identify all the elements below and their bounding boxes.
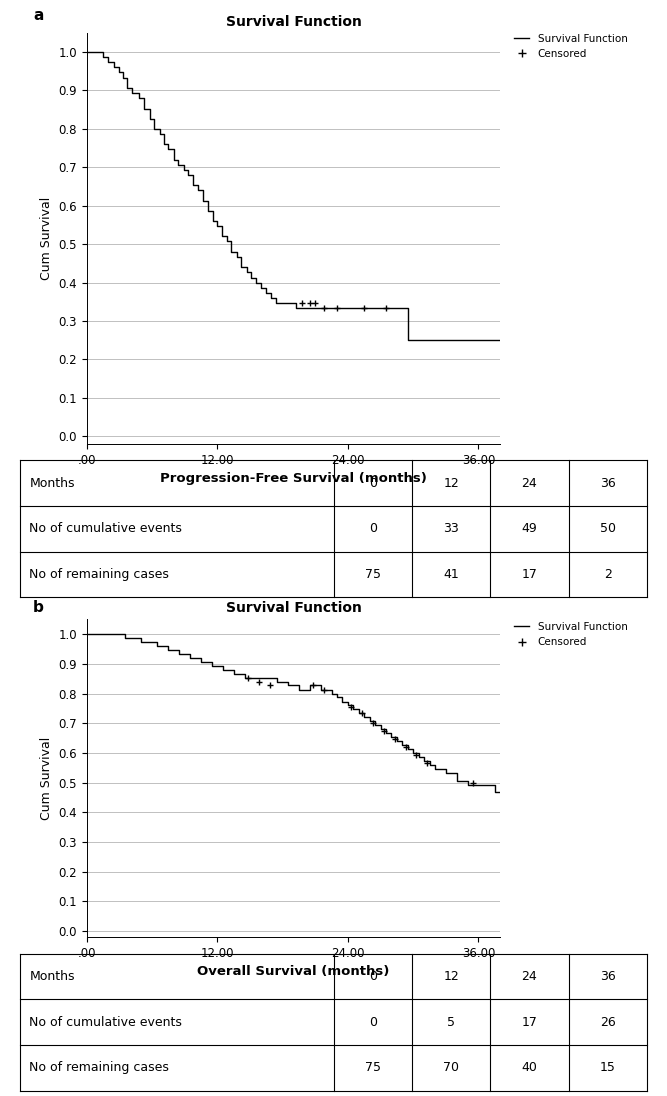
Text: 70: 70 xyxy=(443,1061,459,1074)
Text: 40: 40 xyxy=(522,1061,538,1074)
Y-axis label: Cum Survival: Cum Survival xyxy=(40,737,53,820)
Text: Months: Months xyxy=(29,970,75,983)
Text: 50: 50 xyxy=(600,523,616,535)
Text: 5: 5 xyxy=(447,1016,455,1028)
Text: b: b xyxy=(33,601,44,615)
Text: 75: 75 xyxy=(365,1061,381,1074)
Text: 36: 36 xyxy=(600,477,616,490)
X-axis label: Overall Survival (months): Overall Survival (months) xyxy=(197,966,390,979)
Text: 26: 26 xyxy=(600,1016,616,1028)
Legend: Survival Function, Censored: Survival Function, Censored xyxy=(510,618,632,652)
Text: 36: 36 xyxy=(600,970,616,983)
X-axis label: Progression-Free Survival (months): Progression-Free Survival (months) xyxy=(160,472,427,486)
Text: No of remaining cases: No of remaining cases xyxy=(29,568,169,581)
Text: 24: 24 xyxy=(522,970,538,983)
Text: No of remaining cases: No of remaining cases xyxy=(29,1061,169,1074)
Y-axis label: Cum Survival: Cum Survival xyxy=(40,197,53,279)
Title: Survival Function: Survival Function xyxy=(225,15,362,28)
Text: 0: 0 xyxy=(369,477,377,490)
Text: a: a xyxy=(33,9,43,23)
Text: 17: 17 xyxy=(522,568,538,581)
Title: Survival Function: Survival Function xyxy=(225,602,362,615)
Text: 17: 17 xyxy=(522,1016,538,1028)
Text: 33: 33 xyxy=(443,523,459,535)
Text: 41: 41 xyxy=(443,568,459,581)
Text: 12: 12 xyxy=(443,477,459,490)
Text: No of cumulative events: No of cumulative events xyxy=(29,523,182,535)
Legend: Survival Function, Censored: Survival Function, Censored xyxy=(510,30,632,64)
Text: 15: 15 xyxy=(600,1061,616,1074)
Text: 75: 75 xyxy=(365,568,381,581)
Text: Months: Months xyxy=(29,477,75,490)
Text: 49: 49 xyxy=(522,523,538,535)
Text: No of cumulative events: No of cumulative events xyxy=(29,1016,182,1028)
Text: 2: 2 xyxy=(604,568,612,581)
Text: 0: 0 xyxy=(369,1016,377,1028)
Text: 24: 24 xyxy=(522,477,538,490)
Text: 0: 0 xyxy=(369,523,377,535)
Text: 0: 0 xyxy=(369,970,377,983)
Text: 12: 12 xyxy=(443,970,459,983)
